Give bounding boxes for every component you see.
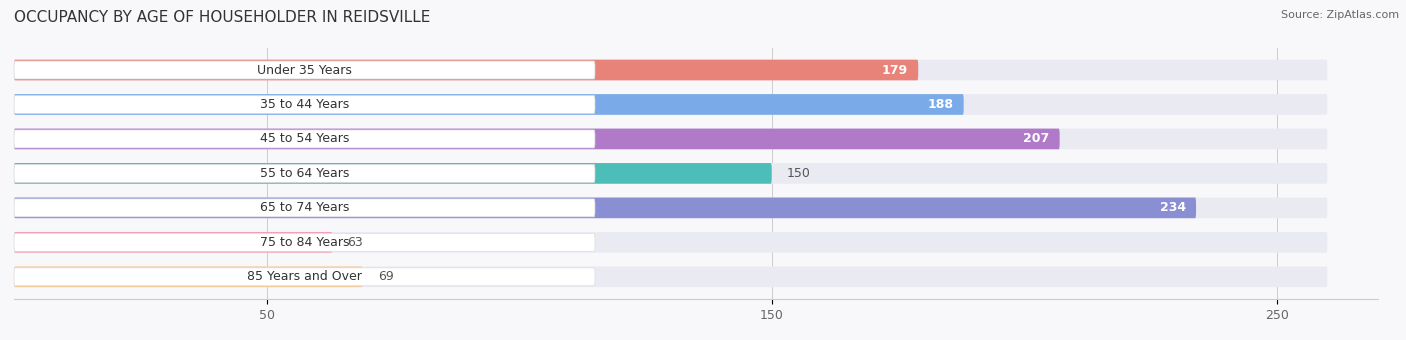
FancyBboxPatch shape <box>14 267 363 287</box>
Text: 55 to 64 Years: 55 to 64 Years <box>260 167 349 180</box>
Text: 207: 207 <box>1024 133 1049 146</box>
FancyBboxPatch shape <box>14 267 1327 287</box>
FancyBboxPatch shape <box>14 94 963 115</box>
FancyBboxPatch shape <box>14 163 1327 184</box>
Text: 75 to 84 Years: 75 to 84 Years <box>260 236 349 249</box>
FancyBboxPatch shape <box>14 59 918 80</box>
Text: Source: ZipAtlas.com: Source: ZipAtlas.com <box>1281 10 1399 20</box>
Text: Under 35 Years: Under 35 Years <box>257 64 352 76</box>
FancyBboxPatch shape <box>14 163 772 184</box>
Text: 69: 69 <box>378 270 394 283</box>
FancyBboxPatch shape <box>14 59 1327 80</box>
Text: 35 to 44 Years: 35 to 44 Years <box>260 98 349 111</box>
Text: 234: 234 <box>1160 201 1185 214</box>
Text: 85 Years and Over: 85 Years and Over <box>247 270 361 283</box>
Text: 179: 179 <box>882 64 908 76</box>
FancyBboxPatch shape <box>14 61 595 79</box>
Text: 150: 150 <box>787 167 811 180</box>
FancyBboxPatch shape <box>14 198 1327 218</box>
FancyBboxPatch shape <box>14 94 1327 115</box>
FancyBboxPatch shape <box>14 130 595 148</box>
Text: 45 to 54 Years: 45 to 54 Years <box>260 133 349 146</box>
FancyBboxPatch shape <box>14 129 1327 149</box>
FancyBboxPatch shape <box>14 165 595 182</box>
Text: 65 to 74 Years: 65 to 74 Years <box>260 201 349 214</box>
Text: 63: 63 <box>347 236 363 249</box>
FancyBboxPatch shape <box>14 233 595 251</box>
Text: 188: 188 <box>928 98 953 111</box>
FancyBboxPatch shape <box>14 198 1197 218</box>
Text: OCCUPANCY BY AGE OF HOUSEHOLDER IN REIDSVILLE: OCCUPANCY BY AGE OF HOUSEHOLDER IN REIDS… <box>14 10 430 25</box>
FancyBboxPatch shape <box>14 96 595 114</box>
FancyBboxPatch shape <box>14 268 595 286</box>
FancyBboxPatch shape <box>14 232 1327 253</box>
FancyBboxPatch shape <box>14 199 595 217</box>
FancyBboxPatch shape <box>14 232 332 253</box>
FancyBboxPatch shape <box>14 129 1060 149</box>
